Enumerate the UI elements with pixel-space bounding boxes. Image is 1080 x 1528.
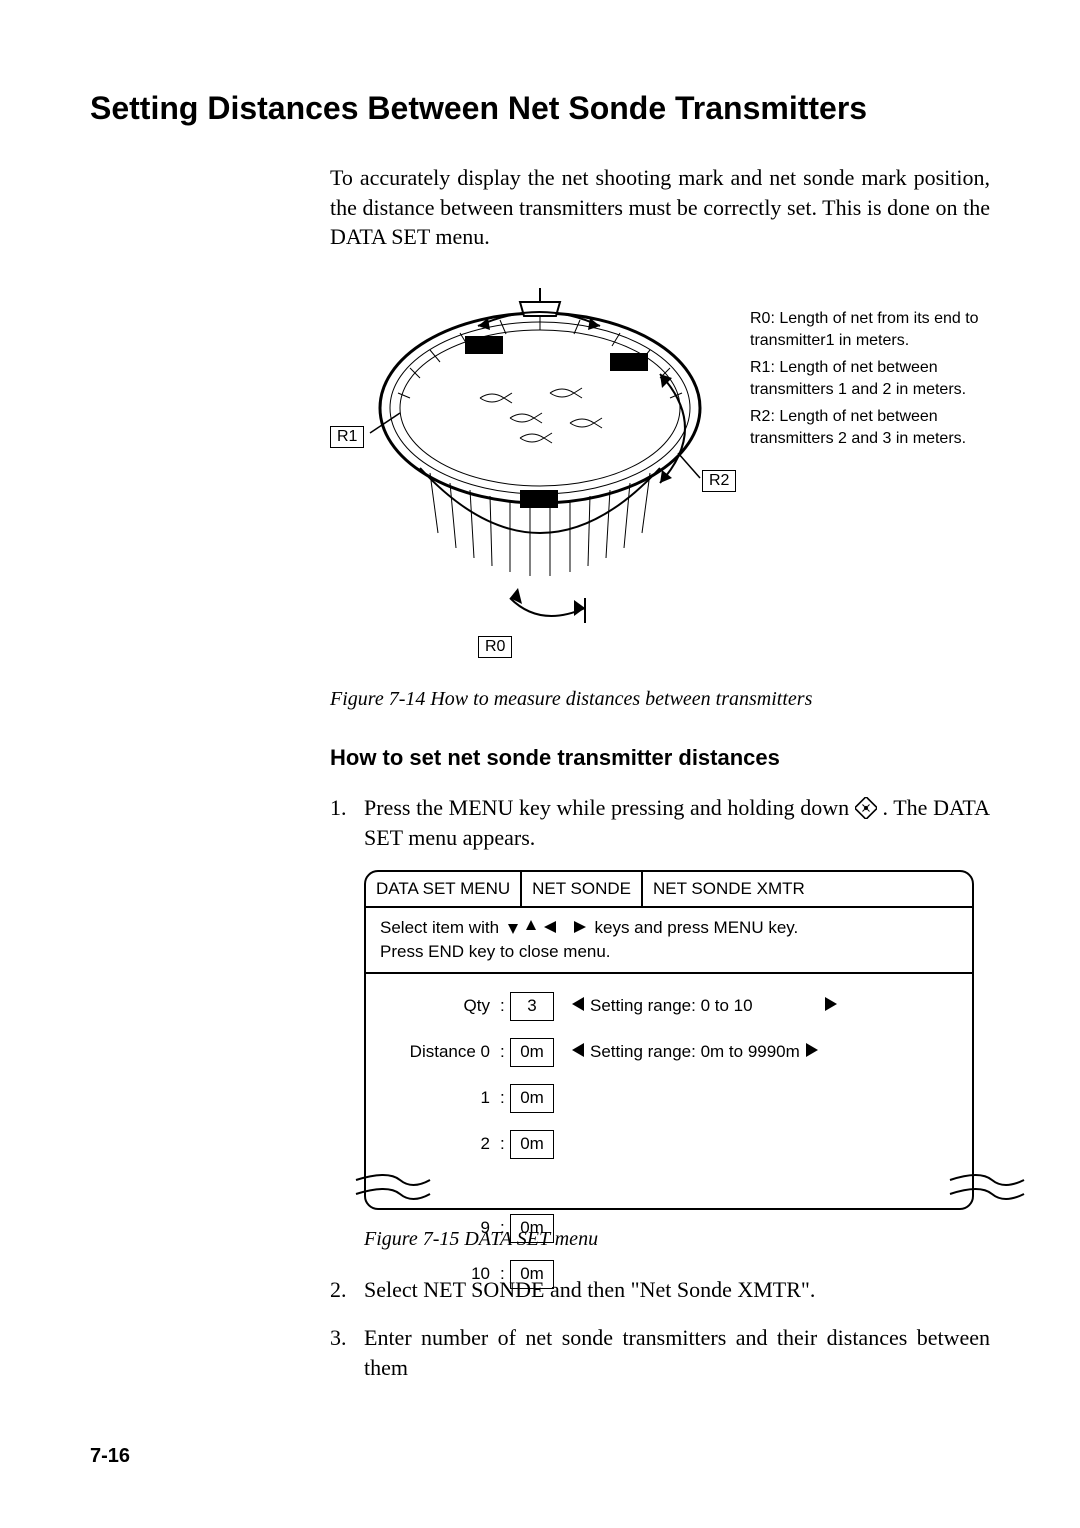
distance2-value[interactable]: 0m	[510, 1130, 554, 1159]
note-r0: R0: Length of net from its end to transm…	[750, 308, 990, 351]
page-title: Setting Distances Between Net Sonde Tran…	[90, 90, 990, 127]
note-r1: R1: Length of net between transmitters 1…	[750, 357, 990, 400]
instr-part3: Press END key to close menu.	[380, 942, 611, 961]
menu-body: Qty : 3 Setting range: 0 to 10	[366, 974, 972, 1312]
arrow-keys-icon	[504, 918, 595, 937]
net-diagram-svg	[360, 278, 720, 648]
steps-list: Press the MENU key while pressing and ho…	[330, 793, 990, 1382]
qty-value[interactable]: 3	[510, 992, 554, 1021]
body-column: To accurately display the net shooting m…	[330, 163, 990, 1383]
figure-7-14: R1 R2 R0 R0: Length of net from its end …	[330, 278, 990, 711]
colon: :	[500, 995, 510, 1018]
distance0-value[interactable]: 0m	[510, 1038, 554, 1067]
tab-net-sonde[interactable]: NET SONDE	[520, 872, 641, 906]
distance9-value[interactable]: 0m	[510, 1214, 554, 1243]
row-qty: Qty : 3 Setting range: 0 to 10	[380, 986, 958, 1026]
triangle-left-icon[interactable]	[572, 995, 584, 1018]
step-2: Select NET SONDE and then "Net Sonde XMT…	[330, 1275, 990, 1305]
r0-label: R0	[478, 636, 512, 658]
page-number: 7-16	[90, 1445, 130, 1468]
data-set-menu-panel: DATA SET MENU NET SONDE NET SONDE XMTR S…	[364, 870, 974, 1210]
distance9-label: 9	[380, 1217, 490, 1240]
subheading: How to set net sonde transmitter distanc…	[330, 745, 990, 771]
qty-range: Setting range: 0 to 10	[572, 995, 837, 1018]
figure-7-14-caption: Figure 7-14 How to measure distances bet…	[330, 688, 990, 711]
distance1-value[interactable]: 0m	[510, 1084, 554, 1113]
diamond-key-icon	[855, 797, 877, 819]
page: Setting Distances Between Net Sonde Tran…	[0, 0, 1080, 1528]
tab-net-sonde-xmtr[interactable]: NET SONDE XMTR	[641, 872, 815, 906]
menu-frame: DATA SET MENU NET SONDE NET SONDE XMTR S…	[364, 870, 974, 1210]
triangle-left-icon[interactable]	[572, 1041, 584, 1064]
menu-tabs: DATA SET MENU NET SONDE NET SONDE XMTR	[366, 872, 972, 908]
distance-range: Setting range: 0m to 9990m	[572, 1041, 818, 1064]
instr-part1: Select item with	[380, 918, 504, 937]
row-distance-2: 2 : 0m	[380, 1124, 958, 1164]
triangle-right-icon[interactable]	[825, 995, 837, 1018]
qty-range-text: Setting range: 0 to 10	[590, 995, 753, 1018]
row-distance-0: Distance 0 : 0m Setting range: 0m to 999…	[380, 1032, 958, 1072]
distance2-label: 2	[380, 1133, 490, 1156]
distance-range-text: Setting range: 0m to 9990m	[590, 1041, 800, 1064]
distance0-label: Distance 0	[380, 1041, 490, 1064]
row-distance-1: 1 : 0m	[380, 1078, 958, 1118]
row-distance-9: 9 : 0m	[380, 1208, 958, 1248]
distance1-label: 1	[380, 1087, 490, 1110]
menu-instructions: Select item with keys and press MENU key…	[366, 908, 972, 974]
tab-data-set-menu[interactable]: DATA SET MENU	[366, 872, 520, 906]
qty-label: Qty	[380, 995, 490, 1018]
step-1-text-a: Press the MENU key while pressing and ho…	[364, 795, 855, 820]
diagram-notes: R0: Length of net from its end to transm…	[750, 308, 990, 456]
step-3: Enter number of net sonde transmitters a…	[330, 1323, 990, 1382]
step-1: Press the MENU key while pressing and ho…	[330, 793, 990, 1253]
gap-indicator	[380, 1170, 958, 1208]
instr-part2: keys and press MENU key.	[595, 918, 799, 937]
triangle-right-icon[interactable]	[806, 1041, 818, 1064]
net-diagram-container: R1 R2 R0 R0: Length of net from its end …	[330, 278, 990, 668]
note-r2: R2: Length of net between transmitters 2…	[750, 406, 990, 449]
r1-label: R1	[330, 426, 364, 448]
r2-label: R2	[702, 470, 736, 492]
intro-paragraph: To accurately display the net shooting m…	[330, 163, 990, 252]
